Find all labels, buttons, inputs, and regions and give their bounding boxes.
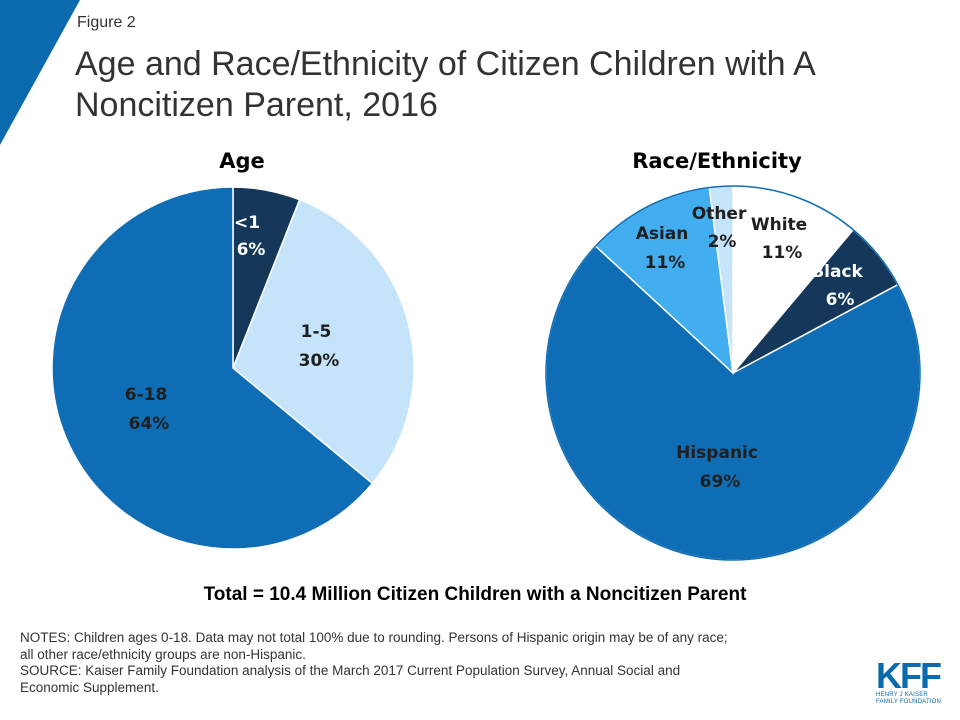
age-label-1-5-name: 1-5: [301, 322, 332, 342]
notes-line-2: all other race/ethnicity groups are non-…: [20, 646, 306, 662]
age-slice-6-18: [51, 186, 374, 550]
age-label-under-1-name: <1: [234, 213, 260, 233]
notes-and-source: NOTES: Children ages 0-18. Data may not …: [20, 630, 880, 696]
notes-line-1: NOTES: Children ages 0-18. Data may not …: [20, 630, 728, 645]
kff-logo-subtitle-2: FAMILY FOUNDATION: [876, 699, 942, 705]
corner-accent-triangle: [0, 0, 80, 145]
age-label-1-5-value: 30%: [299, 351, 340, 371]
race-pie-outline: [545, 185, 921, 561]
race-label-white-value: 11%: [762, 243, 803, 263]
age-label-under-1-value: 6%: [237, 240, 266, 260]
age-slice-1-5: [232, 198, 415, 485]
race-pie: [545, 185, 921, 561]
kff-logo: KFF HENRY J KAISER FAMILY FOUNDATION: [876, 655, 948, 710]
race-label-black-name: Black: [811, 262, 863, 282]
age-label-6-18-value: 64%: [129, 414, 170, 434]
total-summary: Total = 10.4 Million Citizen Children wi…: [203, 584, 747, 605]
source-line-1: SOURCE: Kaiser Family Foundation analysi…: [20, 663, 681, 678]
kff-logo-word: KFF: [876, 655, 942, 696]
race-label-hispanic: Hispanic 69%: [676, 443, 764, 492]
age-label-under-1: <1 6%: [234, 213, 266, 260]
race-pie-labels: White 11% Black 6% Hispanic 69% Asian 11…: [636, 204, 869, 492]
race-label-asian: Asian 11%: [636, 224, 695, 273]
race-label-other: Other 2%: [692, 204, 753, 252]
race-label-white: White 11%: [751, 215, 813, 263]
race-label-asian-value: 11%: [645, 253, 686, 273]
source-line-2: Economic Supplement.: [20, 679, 159, 695]
age-label-6-18: 6-18 64%: [125, 385, 173, 434]
race-chart-title: Race/Ethnicity: [632, 149, 802, 173]
race-label-hispanic-name: Hispanic: [676, 443, 758, 463]
race-label-other-value: 2%: [708, 232, 737, 252]
figure-label: Figure 2: [77, 14, 136, 31]
age-label-1-5: 1-5 30%: [299, 322, 340, 371]
page-title: Age and Race/Ethnicity of Citizen Childr…: [75, 44, 935, 126]
race-label-hispanic-value: 69%: [700, 472, 741, 492]
title-line-2: Noncitizen Parent, 2016: [75, 86, 438, 124]
age-pie: [51, 186, 415, 550]
age-label-6-18-name: 6-18: [125, 385, 168, 405]
race-label-asian-name: Asian: [636, 224, 689, 244]
race-label-black-value: 6%: [826, 290, 855, 310]
title-line-1: Age and Race/Ethnicity of Citizen Childr…: [75, 45, 816, 83]
race-label-black: Black 6%: [811, 262, 869, 310]
race-label-white-name: White: [751, 215, 807, 235]
kff-logo-subtitle-1: HENRY J KAISER: [876, 692, 928, 698]
age-pie-labels: <1 6% 1-5 30% 6-18 64%: [125, 213, 340, 434]
race-label-other-name: Other: [692, 204, 747, 224]
age-chart-title: Age: [219, 149, 265, 173]
